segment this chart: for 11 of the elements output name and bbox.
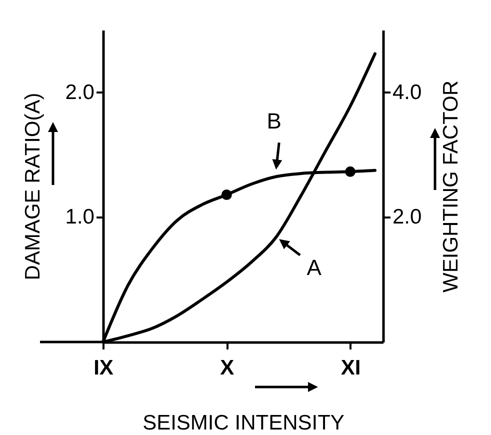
x-tick-label: XI — [340, 356, 361, 380]
y2-tick-label: 2.0 — [392, 206, 422, 229]
y2-axis-title: WEIGHTING FACTOR — [440, 80, 463, 292]
y-tick-label: 1.0 — [65, 206, 94, 229]
x-tick-label: X — [220, 356, 234, 380]
y2-tick-label: 4.0 — [392, 80, 422, 104]
legend-label: A — [306, 255, 322, 280]
x-axis-title: SEISMIC INTENSITY — [142, 412, 344, 434]
x-tick-label: IX — [94, 356, 114, 380]
y-axis-title: DAMAGE RATIO(A) — [21, 92, 44, 280]
series-label: B — [266, 108, 282, 134]
